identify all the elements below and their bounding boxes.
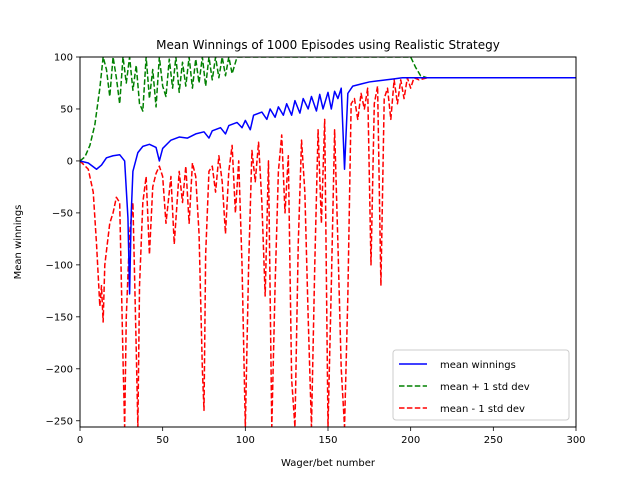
y-tick-label: −150 [46, 312, 73, 323]
x-tick-label: 300 [566, 435, 585, 446]
x-tick-label: 50 [156, 435, 169, 446]
y-axis-label: Mean winnings [13, 205, 24, 280]
y-tick-label: −100 [46, 260, 73, 271]
x-tick-label: 250 [484, 435, 503, 446]
y-axis: 100 50 0 −50 −100 −150 −200 −250 [46, 53, 80, 427]
legend-label-mean-minus-std: mean - 1 std dev [440, 404, 525, 415]
x-axis-label: Wager/bet number [281, 458, 376, 469]
y-tick-label: 50 [60, 104, 73, 115]
series-line-mean-plus-std [80, 57, 576, 162]
legend: mean winnings mean + 1 std dev mean - 1 … [392, 349, 570, 421]
chart-title: Mean Winnings of 1000 Episodes using Rea… [156, 38, 500, 52]
series-line-mean-winnings [80, 77, 576, 295]
y-tick-label: 100 [54, 53, 73, 64]
legend-label-mean-plus-std: mean + 1 std dev [440, 382, 530, 393]
y-tick-label: −200 [46, 364, 73, 375]
x-axis: 0 50 100 150 200 250 300 [77, 427, 586, 446]
y-tick-label: −250 [46, 416, 73, 427]
x-tick-label: 100 [236, 435, 255, 446]
series-layer [80, 57, 576, 427]
legend-label-mean-winnings: mean winnings [440, 360, 516, 371]
series-line-mean-minus-std [80, 77, 576, 427]
y-tick-label: 0 [67, 156, 73, 167]
legend-box [392, 349, 570, 421]
x-tick-label: 150 [318, 435, 337, 446]
x-tick-label: 0 [77, 435, 83, 446]
x-tick-label: 200 [401, 435, 420, 446]
y-tick-label: −50 [52, 208, 73, 219]
